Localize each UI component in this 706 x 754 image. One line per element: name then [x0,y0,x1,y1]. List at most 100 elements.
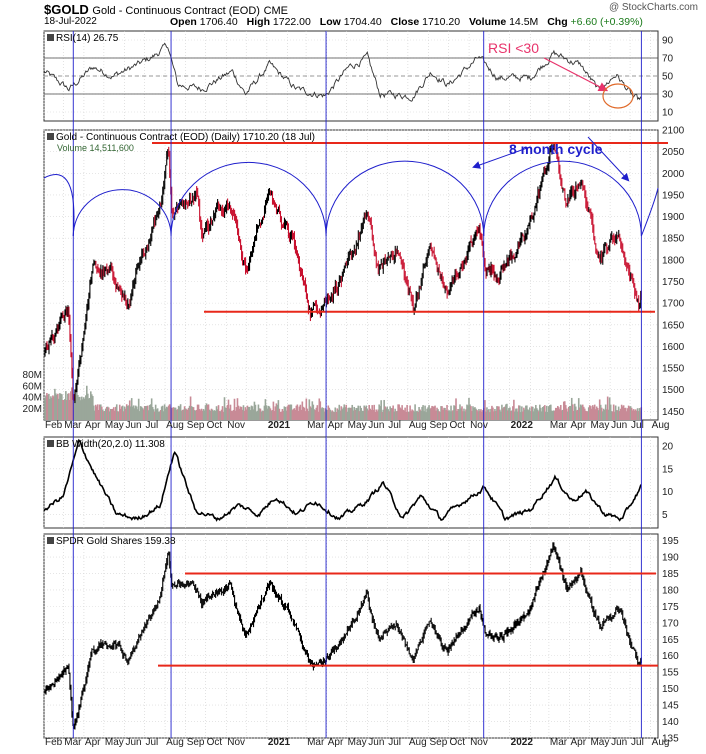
volume-bar [435,410,437,420]
volume-bar [425,412,427,420]
volume-bar [378,404,380,420]
volume-bar [513,399,515,420]
volume-bar [112,407,115,420]
volume-bar [586,411,589,420]
volume-bar [287,404,290,420]
volume-bar [490,408,492,420]
volume-bar [199,410,202,420]
x-tick-label: Oct [207,737,223,748]
volume-bar [441,406,443,420]
volume-bar [343,404,346,420]
volume-bar [160,406,163,420]
volume-bar [255,411,258,420]
volume-bar [400,408,402,420]
volume-bar [588,405,591,420]
gld-title: SPDR Gold Shares 159.38 [56,536,176,547]
volume-bar [453,405,455,420]
y-tick-label-gld: 150 [662,684,679,695]
volume-bar [450,405,452,420]
volume-bar [566,411,569,420]
volume-bar [501,404,503,420]
volume-bar [56,395,58,420]
volume-bar [278,408,281,420]
volume-bar [164,408,167,420]
x-tick-label: Nov [227,420,245,431]
volume-bar [68,393,70,420]
volume-bar [326,409,329,420]
volume-bar [250,405,253,420]
y-tick-label-gold: 1550 [662,364,685,375]
volume-bar [125,404,128,420]
x-tick-label: Jun [611,420,627,431]
volume-bar [88,398,90,420]
rsi-title: RSI(14) 26.75 [56,33,119,44]
volume-bar [449,411,451,420]
volume-bar [432,406,434,420]
volume-bar [237,405,240,420]
x-tick-label: Oct [449,420,465,431]
volume-bar [154,404,157,420]
volume-bar [48,393,50,420]
volume-bar [388,411,390,420]
volume-bar [417,411,419,420]
volume-bar [187,407,190,420]
volume-bar [549,404,552,420]
volume-bar [431,405,433,420]
volume-bar [637,411,640,420]
y-tick-label-gld: 190 [662,553,679,564]
volume-bar [530,411,532,420]
volume-bar [184,408,187,420]
volume-bar [602,408,605,420]
volume-bar [488,409,490,420]
volume-bar [96,404,99,420]
volume-bar [189,396,192,420]
volume-bar [129,406,132,420]
y-tick-label-gld: 195 [662,536,679,547]
volume-bar [261,410,264,420]
y-tick-label-gold: 1750 [662,277,685,288]
cycle-arc [640,187,659,237]
volume-bar [299,404,302,420]
label-layer: 10 30 50 70 90 1450 1500 1550 1600 1650 1700 1750 18… [23,33,685,748]
volume-bar [489,412,491,420]
volume-tick-label: 40M [23,393,42,404]
volume-bar [271,409,274,420]
gld-legend-swatch [47,537,54,544]
volume-bar [603,409,606,420]
volume-bar [434,405,436,420]
volume-bar [613,412,616,420]
volume-bar [104,408,107,420]
volume-bar [286,406,289,420]
y-tick-label-gold: 1850 [662,234,685,245]
volume-bar [632,409,635,420]
volume-bar [86,385,88,420]
y-tick-label-gold: 1900 [662,212,685,223]
volume-bar [380,400,382,420]
instrument-name: Gold - Continuous Contract (EOD) [92,5,260,17]
volume-bar [177,405,180,420]
chart-title: $GOLD Gold - Continuous Contract (EOD) C… [44,2,288,17]
volume-bar [610,411,613,420]
volume-bar [629,406,632,420]
y-tick-label-gld: 140 [662,717,679,728]
volume-bar [216,409,219,420]
volume-bar [53,396,55,420]
volume-bar [468,397,470,420]
x-tick-label: Sep [187,420,205,431]
volume-bar [101,409,104,420]
exchange: CME [263,5,289,17]
x-tick-label: Jul [388,737,401,748]
rsi-annotation-arrow [543,57,609,92]
volume-bar [338,404,341,420]
volume-bar [509,407,511,420]
volume-bar [334,407,337,420]
volume-bar [506,403,508,420]
volume-bar [246,405,249,420]
volume-bar [65,391,67,420]
volume-bar [550,410,553,420]
x-tick-label: Aug [652,420,670,431]
volume-bar [108,411,111,420]
volume-bar [534,408,536,420]
volume-bar [195,409,198,420]
volume-bar [133,408,136,420]
